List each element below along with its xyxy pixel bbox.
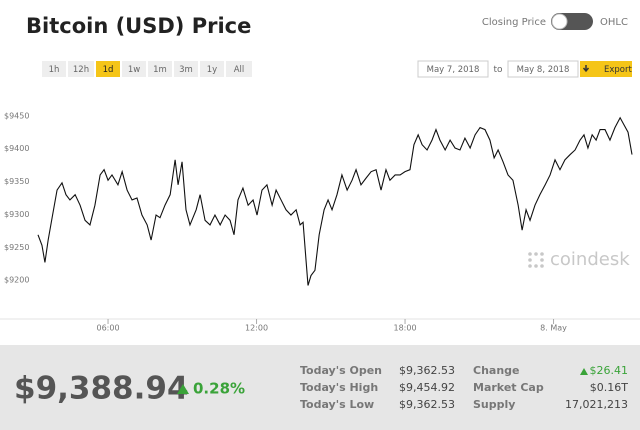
- range-label: 12h: [73, 65, 89, 75]
- stat-label: Today's High: [300, 381, 378, 394]
- export-label: Export: [604, 65, 632, 75]
- stat-label: Today's Low: [300, 398, 374, 411]
- stat-value: $9,362.53: [399, 364, 455, 377]
- range-label: 1w: [128, 65, 140, 75]
- range-button[interactable]: [42, 61, 66, 77]
- date-input[interactable]: [507, 60, 579, 78]
- y-tick-label: $9200: [4, 276, 29, 285]
- range-label: 3m: [179, 65, 193, 75]
- range-button[interactable]: [226, 61, 252, 77]
- watermark-icon: [528, 252, 544, 268]
- toggle-knob: [551, 13, 568, 30]
- up-arrow: [580, 368, 588, 375]
- range-label: 1m: [153, 65, 167, 75]
- date-from: May 7, 2018: [427, 65, 480, 75]
- range-button[interactable]: [148, 61, 172, 77]
- export-icon: [582, 65, 590, 73]
- stat-value: $26.41: [590, 364, 629, 377]
- toggle-label: Closing Price: [482, 17, 546, 28]
- date-sep: to: [493, 65, 503, 75]
- range-button[interactable]: [96, 61, 120, 77]
- stat-label: Market Cap: [473, 381, 544, 394]
- price: $9,388.94: [14, 371, 189, 407]
- range-label: 1d: [103, 65, 114, 75]
- stat-value: $9,362.53: [399, 398, 455, 411]
- watermark: coindesk: [550, 249, 630, 270]
- x-tick-label: 12:00: [245, 324, 268, 333]
- range-label: All: [234, 65, 245, 75]
- price-line: [37, 116, 633, 286]
- stat-label: Change: [473, 364, 520, 377]
- stat-value: 17,021,213: [565, 398, 628, 411]
- y-tick-label: $9450: [4, 111, 29, 120]
- range-button[interactable]: [174, 61, 198, 77]
- stat-value: $9,454.92: [399, 381, 455, 394]
- range-button[interactable]: [122, 61, 146, 77]
- x-tick-label: 06:00: [97, 324, 120, 333]
- change-pct: 0.28%: [193, 380, 245, 398]
- date-to: May 8, 2018: [517, 65, 570, 75]
- stat-label: Today's Open: [300, 364, 382, 377]
- up-arrow: [177, 384, 189, 394]
- export-button[interactable]: [580, 61, 632, 77]
- range-label: 1y: [207, 65, 217, 75]
- range-button[interactable]: [68, 61, 94, 77]
- summary-panel: [0, 345, 640, 430]
- x-tick-label: 8. May: [540, 324, 567, 333]
- toggle-label: OHLC: [600, 17, 628, 28]
- stat-value: $0.16T: [590, 381, 628, 394]
- stat-label: Supply: [473, 398, 515, 411]
- range-label: 1h: [49, 65, 60, 75]
- range-button[interactable]: [200, 61, 224, 77]
- y-tick-label: $9400: [4, 144, 29, 153]
- title: Bitcoin (USD) Price: [26, 14, 251, 38]
- date-input[interactable]: [417, 60, 489, 78]
- y-tick-label: $9350: [4, 177, 29, 186]
- x-tick-label: 18:00: [394, 324, 417, 333]
- y-tick-label: $9250: [4, 243, 29, 252]
- y-tick-label: $9300: [4, 210, 29, 219]
